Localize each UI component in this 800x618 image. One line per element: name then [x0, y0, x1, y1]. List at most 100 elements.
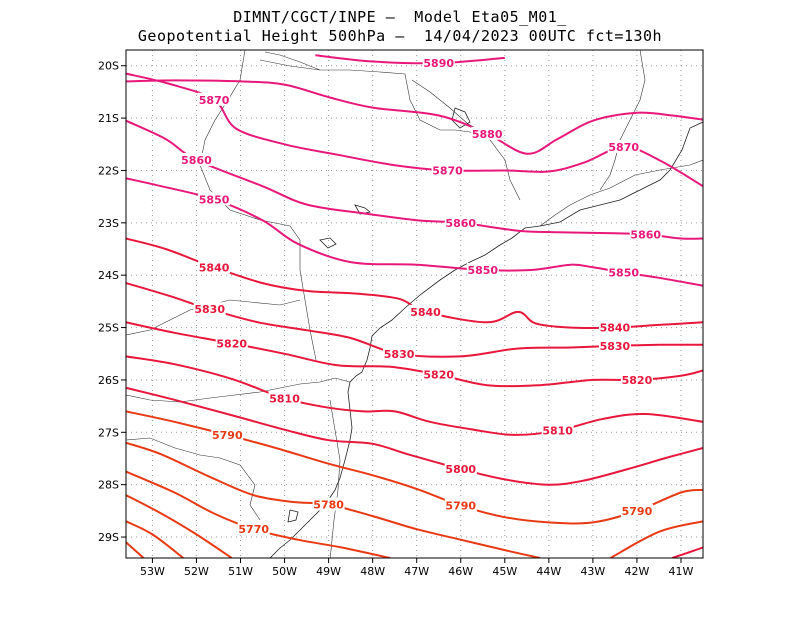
x-tick-label: 53W [140, 565, 165, 578]
x-tick-label: 48W [360, 565, 385, 578]
contour-label: 5850 [608, 267, 639, 280]
contour-label-bg [237, 522, 270, 536]
x-tick-label: 44W [536, 565, 561, 578]
x-tick-label: 49W [316, 565, 341, 578]
contour-label-bg [466, 262, 499, 276]
y-tick-label: 20S [98, 60, 119, 73]
contour-label: 5870 [199, 94, 230, 107]
contour-label: 5790 [212, 429, 243, 442]
contour-line-5800 [671, 546, 703, 558]
contour-label-bg [620, 503, 653, 517]
state-border-5 [126, 377, 351, 403]
contour-label: 5770 [238, 523, 269, 536]
contour-label-bg [198, 260, 231, 274]
contour-label-bg [422, 367, 455, 381]
state-border-8 [599, 50, 646, 191]
contour-label: 5790 [445, 500, 476, 513]
contour-label-bg [193, 302, 226, 316]
x-tick-label: 42W [624, 565, 649, 578]
contour-label-bg [598, 338, 631, 352]
x-tick-label: 50W [272, 565, 297, 578]
contour-label: 5830 [600, 340, 631, 353]
y-tick-label: 27S [98, 426, 119, 439]
contour-label: 5890 [423, 57, 454, 70]
contour-label: 5820 [216, 337, 247, 350]
state-border-9 [539, 159, 703, 227]
lagoon-outline [287, 509, 299, 523]
contour-label-bg [607, 139, 640, 153]
y-tick-label: 22S [98, 164, 119, 177]
x-tick-label: 43W [580, 565, 605, 578]
contour-label-bg [598, 320, 631, 334]
y-tick-label: 26S [98, 374, 119, 387]
contour-label: 5820 [622, 374, 653, 387]
contour-label-bg [215, 336, 248, 350]
contour-labels: 5890 5880 5870 5870 5870 5860 5860 5860 5850 5850… [180, 56, 662, 536]
axis-ticks: 53W 52W 51W 50W 49W 48W 47W 46W 45W 44W 43W 42W 41W 2… [98, 60, 694, 578]
contour-label: 5880 [472, 128, 503, 141]
state-border-3 [264, 51, 321, 71]
contour-label: 5810 [269, 392, 300, 405]
contour-label-bg [431, 163, 464, 177]
contour-label-bg [198, 192, 231, 206]
plot-frame [125, 49, 704, 559]
state-border-2 [259, 59, 521, 201]
contour-label: 5780 [313, 499, 344, 512]
contour-label-bg [198, 92, 231, 106]
contour-label-bg [409, 304, 442, 318]
contour-label-bg [422, 56, 455, 70]
contour-label-bg [268, 391, 301, 405]
contour-label: 5840 [600, 322, 631, 335]
contour-label-bg [620, 372, 653, 386]
x-tick-label: 46W [448, 565, 473, 578]
x-tick-label: 52W [184, 565, 209, 578]
x-tick-label: 45W [492, 565, 517, 578]
y-tick-label: 28S [98, 479, 119, 492]
contour-label-bg [471, 126, 504, 140]
map-title-line-1: DIMNT/CGCT/INPE – Model Eta05_M01_ [233, 8, 567, 26]
contour-label: 5840 [199, 261, 230, 274]
paraguay-river [329, 399, 341, 558]
state-border-6 [126, 437, 261, 521]
contour-label-bg [444, 215, 477, 229]
contour-label: 5830 [384, 348, 415, 361]
contour-label-bg [180, 152, 213, 166]
y-tick-label: 21S [98, 112, 119, 125]
contour-label: 5820 [423, 369, 454, 382]
contour-label-bg [312, 497, 345, 511]
x-tick-label: 47W [404, 565, 429, 578]
coastline-and-borders [126, 50, 703, 558]
contour-line-5790 [610, 520, 703, 558]
y-tick-label: 29S [98, 531, 119, 544]
contour-label: 5870 [432, 164, 463, 177]
contour-label: 5850 [467, 264, 498, 277]
contour-label: 5790 [622, 505, 653, 518]
y-tick-label: 25S [98, 322, 119, 335]
contour-label: 5860 [445, 217, 476, 230]
contour-label-bg [629, 227, 662, 241]
contour-label-bg [607, 265, 640, 279]
contour-label: 5860 [630, 228, 661, 241]
contour-label-bg [383, 346, 416, 360]
contour-line-5880 [126, 79, 703, 155]
contour-label-bg [444, 461, 477, 475]
y-tick-label: 24S [98, 269, 119, 282]
y-tick-label: 23S [98, 217, 119, 230]
contour-line-5740 [126, 541, 145, 558]
contour-line-5810 [126, 355, 703, 436]
contour-line-5750 [126, 520, 184, 558]
contour-label: 5850 [199, 193, 230, 206]
contour-label: 5840 [410, 306, 441, 319]
x-tick-label: 51W [228, 565, 253, 578]
contour-label-bg [211, 427, 244, 441]
contour-label: 5870 [608, 141, 639, 154]
contour-label-bg [444, 498, 477, 512]
contour-label: 5800 [445, 463, 476, 476]
contour-label: 5830 [194, 303, 225, 316]
contour-line-5760 [126, 494, 233, 558]
map-title-line-2: Geopotential Height 500hPa – 14/04/2023 … [137, 27, 663, 45]
contour-line-5800 [126, 386, 703, 486]
x-tick-label: 41W [669, 565, 694, 578]
contour-label: 5860 [181, 154, 212, 167]
